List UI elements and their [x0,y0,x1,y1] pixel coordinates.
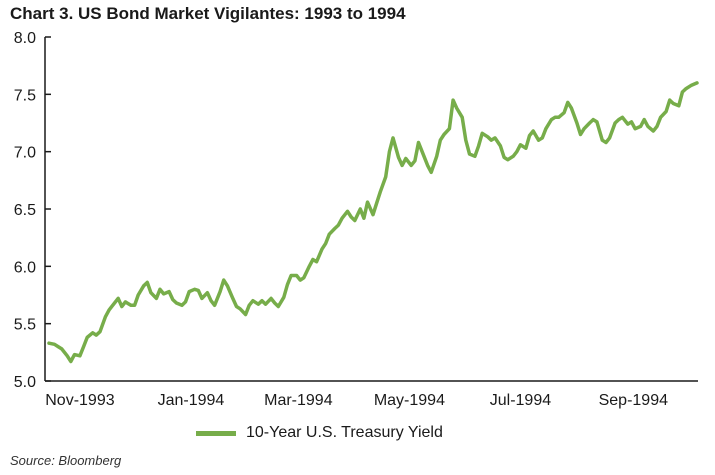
legend: 10-Year U.S. Treasury Yield [196,424,443,442]
x-tick-label: Nov-1993 [45,392,114,409]
y-axis-ticks: 5.0 5.5 6.0 6.5 7.0 7.5 8.0 [14,30,51,391]
y-tick-label: 8.0 [14,30,36,47]
y-tick-label: 6.5 [14,202,36,219]
series-line-0 [47,81,699,364]
y-tick-label: 7.5 [14,87,36,104]
x-tick-label: Mar-1994 [264,392,333,409]
x-tick-label: Jul-1994 [490,392,551,409]
source-note: Source: Bloomberg [10,453,122,468]
y-tick-label: 5.0 [14,374,36,391]
series-group [47,81,699,364]
x-tick-label: May-1994 [374,392,445,409]
legend-swatch [196,430,236,436]
x-tick-label: Jan-1994 [158,392,225,409]
y-tick-label: 6.0 [14,259,36,276]
chart-title: Chart 3. US Bond Market Vigilantes: 1993… [10,4,406,23]
y-tick-label: 5.5 [14,317,36,334]
legend-label: 10-Year U.S. Treasury Yield [246,424,443,441]
y-tick-label: 7.0 [14,145,36,162]
x-axis-ticks: Nov-1993 Jan-1994 Mar-1994 May-1994 Jul-1994… [45,392,668,409]
x-tick-label: Sep-1994 [599,392,668,409]
